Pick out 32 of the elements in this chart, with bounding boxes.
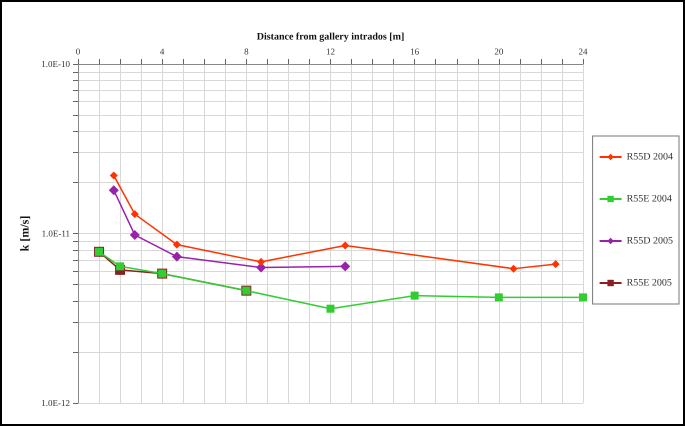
y-tick-label: 1.0E-10 xyxy=(41,59,70,69)
point xyxy=(579,293,587,302)
legend-label: R55D 2004 xyxy=(626,152,674,162)
point xyxy=(116,262,124,270)
point xyxy=(410,292,419,300)
legend-label: R55E 2004 xyxy=(626,194,672,204)
x-tick-label: 24 xyxy=(578,46,588,56)
point xyxy=(341,241,350,250)
x-tick-label: 4 xyxy=(160,46,165,56)
y-axis-title: k [m/s] xyxy=(17,216,32,252)
y-tick-label: 1.0E-11 xyxy=(42,228,70,238)
point xyxy=(510,264,518,273)
point xyxy=(172,240,181,249)
legend-label: R55E 2005 xyxy=(626,278,672,288)
point xyxy=(108,185,119,196)
point xyxy=(130,210,139,218)
x-tick-label: 8 xyxy=(244,46,250,56)
x-tick-label: 20 xyxy=(494,46,504,56)
point xyxy=(340,261,350,272)
x-tick-label: 16 xyxy=(410,46,420,56)
x-axis-title: Distance from gallery intrados [m] xyxy=(256,32,404,42)
point xyxy=(494,293,503,302)
point xyxy=(110,171,118,180)
x-tick-label: 0 xyxy=(76,46,81,56)
point xyxy=(552,260,560,268)
point xyxy=(130,230,140,240)
point xyxy=(326,304,334,313)
y-tick-label: 1.0E-12 xyxy=(41,398,70,408)
legend-label: R55D 2005 xyxy=(626,236,674,246)
x-tick-label: 12 xyxy=(326,46,335,56)
point xyxy=(257,258,266,266)
point xyxy=(172,252,182,262)
